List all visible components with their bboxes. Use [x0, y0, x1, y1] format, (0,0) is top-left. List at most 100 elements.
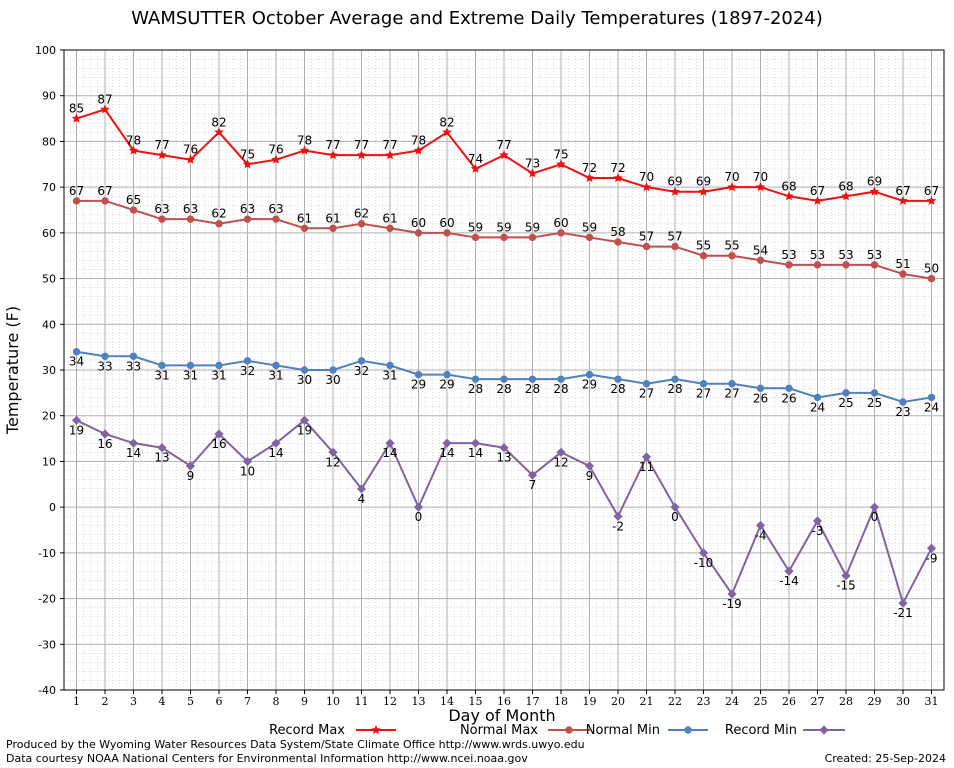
- data-label: 53: [867, 248, 882, 262]
- y-tick-label: 20: [42, 410, 56, 423]
- data-label: 70: [724, 170, 739, 184]
- x-tick-label: 26: [782, 695, 796, 708]
- data-label: 16: [97, 437, 112, 451]
- data-point-marker: [642, 242, 651, 251]
- y-tick-label: 90: [42, 90, 56, 103]
- data-point-marker: [756, 384, 765, 392]
- data-point-marker: [926, 195, 937, 205]
- data-point-marker: [443, 229, 451, 237]
- x-tick-label: 17: [526, 695, 540, 708]
- data-point-marker: [812, 195, 823, 205]
- data-label: 24: [810, 400, 825, 414]
- data-point-marker: [556, 159, 566, 169]
- data-label: 30: [297, 373, 312, 387]
- data-label: 33: [97, 359, 112, 373]
- data-point-marker: [242, 456, 253, 466]
- data-point-marker: [271, 438, 281, 448]
- data-point-marker: [565, 726, 573, 734]
- x-tick-label: 4: [159, 695, 166, 708]
- data-point-marker: [328, 447, 338, 457]
- data-label: 27: [639, 387, 654, 401]
- data-point-marker: [841, 571, 851, 581]
- data-point-marker: [129, 352, 138, 360]
- data-point-marker: [470, 438, 481, 448]
- data-label: 28: [667, 382, 682, 396]
- data-label: 61: [382, 211, 397, 225]
- y-tick-label: 50: [42, 273, 56, 286]
- data-label: 9: [187, 469, 195, 483]
- data-label: 59: [468, 220, 483, 234]
- x-tick-label: 24: [725, 695, 739, 708]
- data-label: 62: [354, 207, 369, 221]
- data-label: 69: [696, 175, 711, 189]
- data-label: 25: [838, 396, 853, 410]
- data-point-marker: [101, 197, 109, 205]
- data-point-marker: [385, 150, 395, 160]
- x-tick-label: 13: [412, 695, 426, 708]
- data-label: 26: [753, 391, 768, 405]
- data-point-marker: [214, 127, 224, 137]
- data-point-marker: [927, 274, 936, 283]
- data-point-marker: [328, 150, 338, 160]
- data-label: 29: [411, 378, 426, 392]
- x-tick-label: 23: [697, 695, 711, 708]
- data-label: 28: [525, 382, 540, 396]
- data-label: 53: [810, 248, 825, 262]
- y-tick-label: -30: [38, 638, 56, 651]
- data-point-marker: [329, 224, 337, 232]
- data-label: 63: [240, 202, 255, 216]
- data-point-marker: [670, 186, 680, 196]
- data-label: 31: [183, 368, 198, 382]
- data-point-marker: [386, 224, 394, 232]
- data-point-marker: [584, 172, 595, 183]
- data-point-marker: [841, 191, 851, 201]
- data-label: 34: [69, 355, 84, 369]
- x-tick-label: 21: [640, 695, 654, 708]
- series-normal-min: 34 33 33 31 31 31 32 31 30 30 32 31 29 29 28 28 28 28 29 28…: [69, 348, 939, 419]
- legend-item-normal-max: Normal Max: [460, 723, 590, 738]
- data-label: 69: [667, 175, 682, 189]
- data-label: 28: [553, 382, 568, 396]
- data-point-marker: [158, 215, 166, 223]
- data-label: 55: [696, 239, 711, 253]
- x-tick-label: 18: [554, 695, 568, 708]
- x-tick-label: 30: [896, 695, 910, 708]
- data-label: 31: [154, 368, 169, 382]
- x-tick-label: 2: [102, 695, 109, 708]
- data-point-marker: [699, 252, 708, 260]
- data-label: -2: [612, 519, 624, 533]
- data-label: 68: [781, 179, 796, 193]
- data-point-marker: [242, 159, 253, 169]
- data-label: 67: [97, 184, 112, 198]
- data-point-marker: [699, 380, 708, 388]
- data-point-marker: [100, 104, 110, 114]
- x-tick-label: 19: [583, 695, 597, 708]
- data-label: 0: [671, 510, 679, 524]
- data-point-marker: [684, 726, 692, 734]
- data-point-marker: [186, 215, 195, 223]
- data-point-marker: [671, 242, 679, 251]
- data-point-marker: [898, 195, 908, 205]
- data-label: 70: [639, 170, 654, 184]
- data-label: 28: [468, 382, 483, 396]
- data-label: 60: [411, 216, 426, 230]
- data-label: 14: [126, 446, 141, 460]
- series-normal-max: 67 67 65 63 63 62 63 63 61 61 62 61 60 60 59 59 59 60 59 58…: [69, 184, 939, 283]
- y-tick-label: 30: [42, 364, 56, 377]
- data-point-marker: [499, 443, 509, 453]
- data-label: 4: [358, 492, 366, 506]
- data-label: 57: [639, 230, 654, 244]
- data-point-marker: [272, 215, 280, 223]
- data-point-marker: [414, 229, 423, 237]
- x-tick-label: 15: [469, 695, 483, 708]
- data-label: 7: [529, 478, 537, 492]
- legend-item-record-max: Record Max: [269, 723, 396, 738]
- data-point-marker: [329, 366, 337, 374]
- data-point-marker: [356, 150, 367, 160]
- data-label: -21: [893, 606, 913, 620]
- data-label: 69: [867, 175, 882, 189]
- x-tick-label: 6: [216, 695, 223, 708]
- data-label: 54: [753, 243, 768, 257]
- data-label: 82: [211, 115, 226, 129]
